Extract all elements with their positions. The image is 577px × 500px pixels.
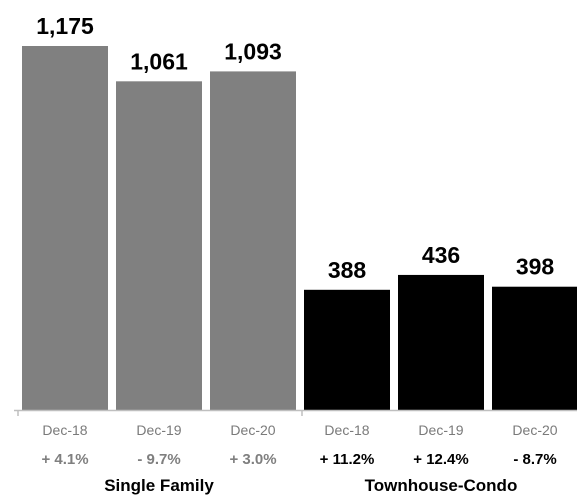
change-label: + 11.2% xyxy=(320,451,375,468)
bar-single-family-dec-20 xyxy=(210,71,296,410)
change-label: + 4.1% xyxy=(41,451,88,468)
value-label: 398 xyxy=(516,254,555,280)
x-tick-label: Dec-19 xyxy=(418,422,463,438)
bar-townhouse-condo-dec-18 xyxy=(304,289,390,410)
labels-layer: 1,175 Dec-18 + 4.1% 1,061 Dec-19 - 9.7% 1,093 D… xyxy=(36,13,558,495)
change-label: - 9.7% xyxy=(137,451,180,468)
value-label: 388 xyxy=(328,257,367,283)
x-axis xyxy=(14,409,577,416)
bar-single-family-dec-19 xyxy=(116,81,202,411)
change-label: + 12.4% xyxy=(413,451,468,468)
x-tick-label: Dec-20 xyxy=(512,422,557,438)
group-label: Single Family xyxy=(104,476,214,495)
bar-townhouse-condo-dec-20 xyxy=(492,286,577,410)
value-label: 1,093 xyxy=(224,38,282,64)
bar-single-family-dec-18 xyxy=(22,46,108,410)
x-tick-label: Dec-18 xyxy=(42,422,87,438)
group-label: Townhouse-Condo xyxy=(365,476,518,495)
x-tick-label: Dec-20 xyxy=(230,422,275,438)
value-label: 1,061 xyxy=(130,48,188,74)
value-label: 1,175 xyxy=(36,13,94,39)
change-label: - 8.7% xyxy=(513,451,556,468)
x-tick-label: Dec-18 xyxy=(324,422,369,438)
x-tick-label: Dec-19 xyxy=(136,422,181,438)
value-label: 436 xyxy=(422,242,460,268)
bars-layer xyxy=(22,46,577,411)
bar-townhouse-condo-dec-19 xyxy=(398,274,484,410)
change-label: + 3.0% xyxy=(229,451,276,468)
